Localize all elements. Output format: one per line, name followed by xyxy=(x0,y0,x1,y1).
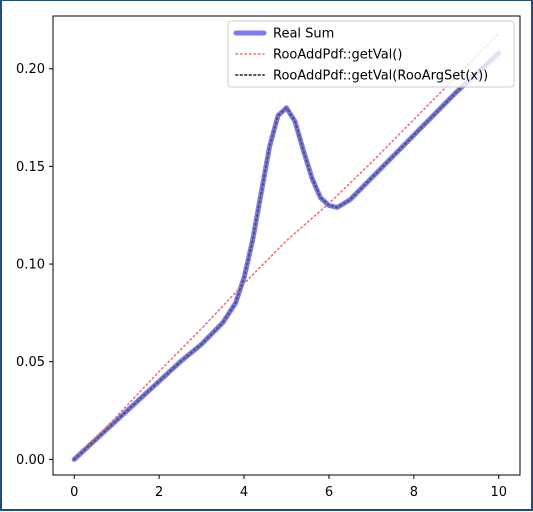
series-layer xyxy=(71,32,502,462)
series-line-3 xyxy=(73,52,500,461)
y-tick-label: 0.10 xyxy=(16,258,45,273)
axes-frame xyxy=(52,15,521,476)
x-tick-label: 4 xyxy=(240,485,248,500)
y-tick-label: 0.05 xyxy=(16,355,45,370)
plot-background xyxy=(53,16,520,475)
y-tick-label: 0.20 xyxy=(16,62,45,77)
x-axis: 0 2 4 6 8 10 xyxy=(70,475,507,500)
x-tick-label: 2 xyxy=(155,485,163,500)
legend-label: Real Sum xyxy=(273,27,334,42)
legend-box xyxy=(227,20,515,88)
x-tick-label: 10 xyxy=(490,485,507,500)
x-tick-label: 8 xyxy=(410,485,418,500)
series-line-2 xyxy=(73,32,500,461)
y-tick-label: 0.15 xyxy=(16,160,45,175)
x-tick-label: 0 xyxy=(70,485,78,500)
y-tick-label: 0.00 xyxy=(16,453,45,468)
legend: Real SumRooAddPdf::getVal()RooAddPdf::ge… xyxy=(227,20,515,88)
legend-label: RooAddPdf::getVal(RooArgSet(x)) xyxy=(273,69,488,84)
legend-label: RooAddPdf::getVal() xyxy=(273,48,402,63)
x-tick-label: 6 xyxy=(325,485,333,500)
y-axis: 0.00 0.05 0.10 0.15 0.20 xyxy=(16,62,53,468)
